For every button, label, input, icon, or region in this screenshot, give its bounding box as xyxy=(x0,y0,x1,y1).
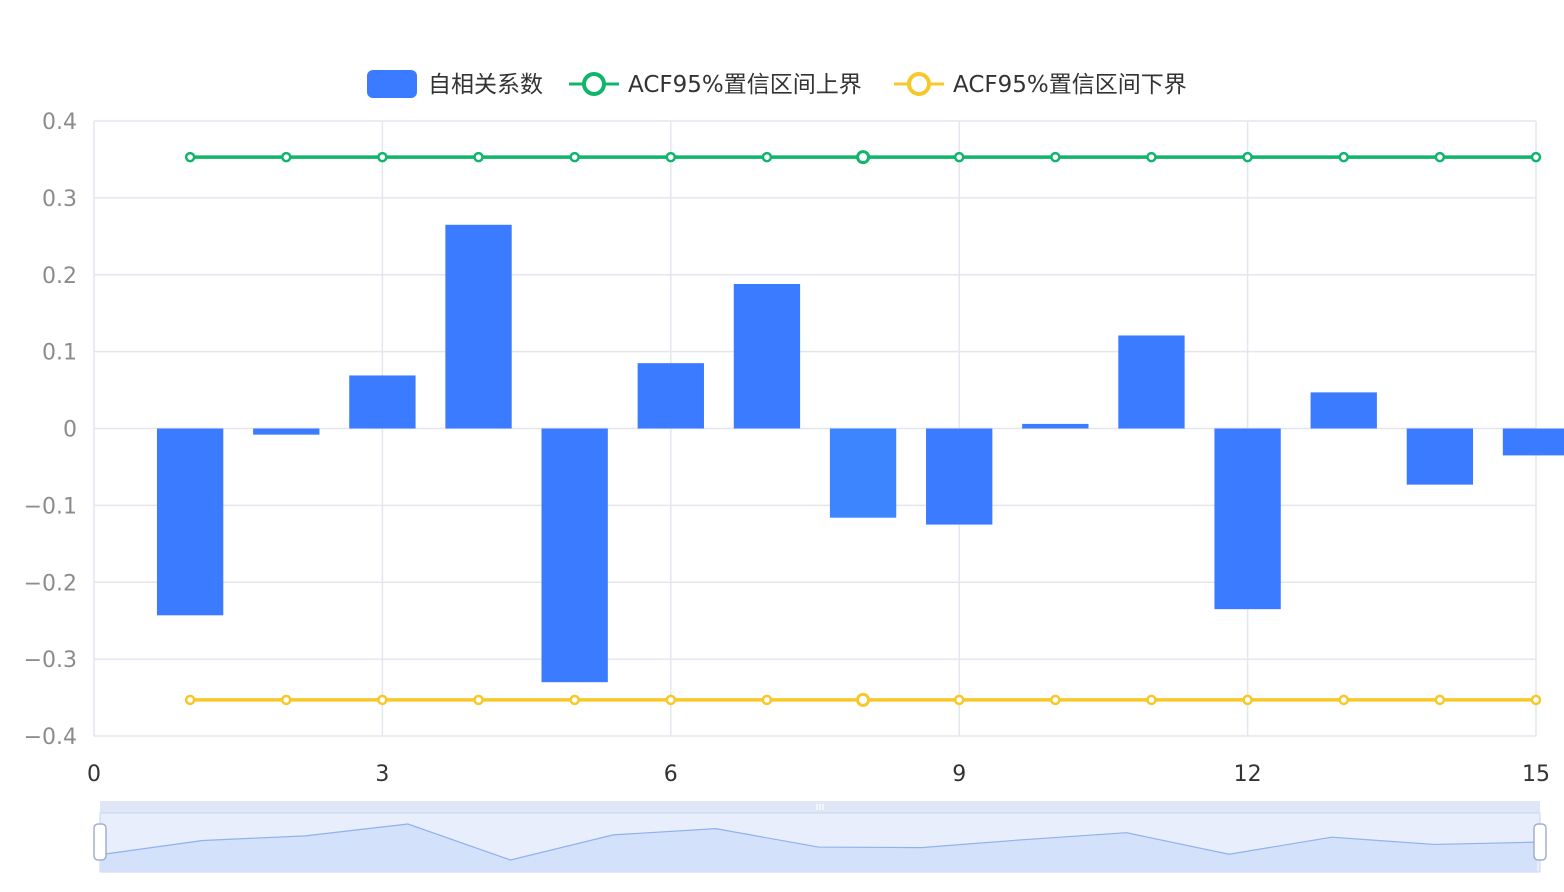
point-marker xyxy=(1530,694,1542,706)
point-marker xyxy=(473,694,484,706)
bar xyxy=(445,224,512,429)
rounded-rect-icon xyxy=(367,70,417,98)
point-marker xyxy=(856,150,871,165)
y-tick-label: 0.4 xyxy=(42,110,77,135)
bar xyxy=(1502,428,1564,456)
point-marker xyxy=(953,694,965,706)
bar xyxy=(541,428,608,683)
x-tick-label: 6 xyxy=(664,762,678,787)
y-tick-label: −0.3 xyxy=(24,648,77,673)
point-marker xyxy=(184,694,196,706)
y-tick-label: 0.1 xyxy=(42,341,77,366)
zoom-line xyxy=(99,823,1538,861)
bar xyxy=(253,428,320,435)
x-tick-label: 3 xyxy=(375,762,389,787)
bar-series xyxy=(156,224,1564,683)
bar xyxy=(1118,335,1185,429)
point-marker xyxy=(1050,694,1061,706)
point-marker xyxy=(281,151,292,163)
point-marker xyxy=(1050,151,1061,163)
bar xyxy=(156,428,224,616)
bar xyxy=(349,375,416,429)
y-tick-label: −0.1 xyxy=(24,494,77,519)
zoom-handle-left[interactable] xyxy=(93,823,107,861)
upper-bound-series xyxy=(184,150,1542,165)
point-marker xyxy=(1146,151,1157,163)
bar xyxy=(829,428,897,518)
point-marker xyxy=(665,694,677,706)
bar xyxy=(637,363,704,429)
bar xyxy=(1022,423,1089,429)
point-marker xyxy=(953,151,965,163)
lower-bound-series xyxy=(184,692,1542,707)
point-marker xyxy=(377,694,388,706)
y-tick-label: 0.2 xyxy=(42,264,77,289)
y-tick-label: 0 xyxy=(63,418,77,443)
y-tick-label: 0.3 xyxy=(42,187,77,212)
x-tick-label: 12 xyxy=(1234,762,1262,787)
legend-item-lower[interactable]: ACF95%置信区间下界 xyxy=(894,72,1187,98)
x-tick-label: 0 xyxy=(87,762,101,787)
point-marker xyxy=(569,151,580,163)
x-axis: 0 3 6 9 12 15 xyxy=(87,762,1550,787)
point-marker xyxy=(1242,151,1253,163)
zoom-area xyxy=(100,824,1537,872)
point-marker xyxy=(1434,151,1446,163)
legend-item-acf[interactable]: 自相关系数 xyxy=(367,70,543,98)
y-tick-label: −0.4 xyxy=(24,725,77,750)
zoom-handle-right[interactable] xyxy=(1533,823,1547,861)
y-tick-label: −0.2 xyxy=(24,571,77,596)
legend-label-acf: 自相关系数 xyxy=(428,72,543,98)
point-marker xyxy=(1434,694,1446,706)
data-zoom-slider[interactable] xyxy=(93,801,1547,873)
point-marker xyxy=(473,151,484,163)
point-marker xyxy=(665,151,677,163)
bar xyxy=(733,283,801,429)
x-tick-label: 9 xyxy=(952,762,966,787)
bar xyxy=(1406,428,1474,485)
legend-label-upper: ACF95%置信区间上界 xyxy=(628,72,862,98)
point-marker xyxy=(184,151,196,163)
point-marker xyxy=(856,692,871,707)
point-marker xyxy=(1242,694,1253,706)
point-marker xyxy=(281,694,292,706)
legend-label-lower: ACF95%置信区间下界 xyxy=(953,72,1187,98)
circle-marker-icon xyxy=(907,72,931,96)
bar xyxy=(1310,392,1377,429)
legend: 自相关系数 ACF95%置信区间上界 ACF95%置信区间下界 xyxy=(367,70,1187,98)
point-marker xyxy=(377,151,388,163)
point-marker xyxy=(1338,694,1349,706)
circle-marker-icon xyxy=(582,72,606,96)
x-tick-label: 15 xyxy=(1522,762,1550,787)
y-axis: 0.4 0.3 0.2 0.1 0 −0.1 −0.2 −0.3 −0.4 xyxy=(24,110,77,750)
point-marker xyxy=(761,151,773,163)
point-marker xyxy=(761,694,773,706)
point-marker xyxy=(1146,694,1157,706)
legend-item-upper[interactable]: ACF95%置信区间上界 xyxy=(569,72,862,98)
point-marker xyxy=(1338,151,1349,163)
bar xyxy=(1214,428,1281,610)
point-marker xyxy=(569,694,580,706)
point-marker xyxy=(1530,151,1542,163)
bar xyxy=(926,428,993,525)
